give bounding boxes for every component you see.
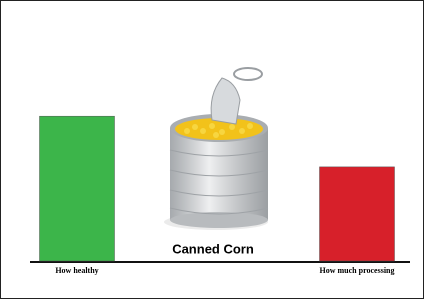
x-tick-label: How healthy [55, 266, 98, 275]
bar [40, 116, 115, 261]
x-tick-label: How much processing [320, 266, 395, 275]
chart: Canned Corn How healthy How much processi… [0, 0, 424, 299]
chart-title: Canned Corn [172, 241, 254, 256]
bar [320, 167, 395, 261]
